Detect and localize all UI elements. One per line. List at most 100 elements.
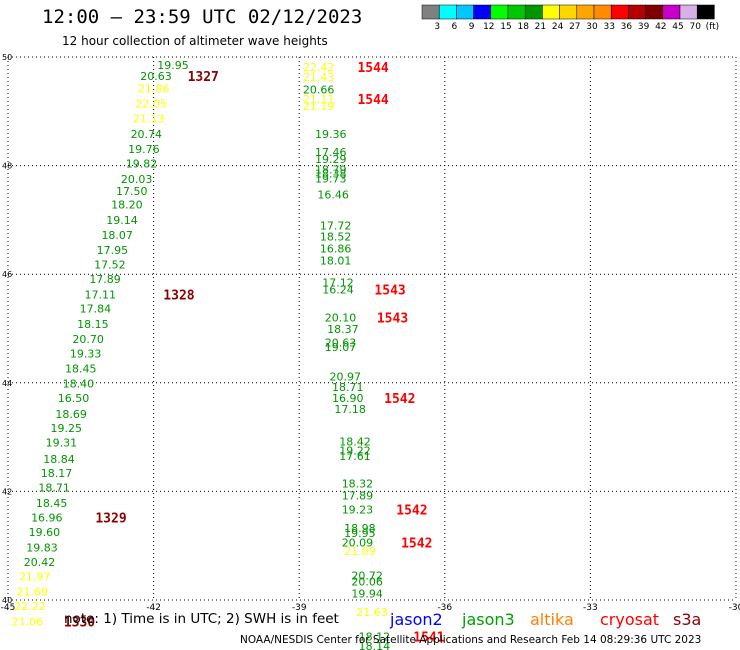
swh-value: 16.50 — [58, 392, 90, 405]
credit-line: NOAA/NESDIS Center for Satellite Applica… — [240, 634, 702, 646]
footnote: note: 1) Time is in UTC; 2) SWH is in fe… — [64, 611, 339, 627]
swh-value: 18.38 — [315, 168, 347, 181]
y-tick-label: 40 — [2, 596, 12, 605]
swh-value: 17.72 — [320, 219, 352, 232]
swh-value: 18.45 — [36, 497, 68, 510]
swh-value: 22.05 — [135, 98, 167, 111]
swh-value: 19.60 — [29, 526, 61, 539]
x-tick-label: -36 — [437, 603, 452, 613]
colorbar-label: 70 — [689, 22, 701, 32]
colorbar-label: 12 — [483, 22, 494, 32]
swh-value: 19.07 — [325, 341, 357, 354]
y-tick-label: 44 — [2, 379, 12, 388]
swh-value: 16.86 — [320, 243, 352, 256]
swh-value: 21.43 — [303, 71, 335, 84]
swh-value: 17.95 — [97, 244, 129, 257]
swh-value: 20.42 — [24, 556, 56, 569]
x-tick-label: -39 — [292, 603, 307, 613]
colorbar-swatch — [628, 4, 646, 20]
swh-value: 21.19 — [303, 100, 335, 113]
pass-number: 1542 — [401, 536, 432, 551]
colorbar-swatch — [421, 4, 440, 20]
swh-value: 16.96 — [31, 511, 63, 524]
swh-value: 19.73 — [315, 173, 347, 186]
swh-value: 19.14 — [106, 214, 138, 227]
swh-value: 18.37 — [327, 323, 359, 336]
colorbar-label: 27 — [569, 22, 580, 32]
swh-value: 19.23 — [342, 503, 374, 516]
swh-value: 18.69 — [55, 408, 87, 421]
pass-number: 1543 — [377, 312, 408, 327]
swh-value: 22.42 — [303, 61, 335, 74]
swh-value: 19.95 — [344, 527, 376, 540]
colorbar-label: 45 — [672, 22, 683, 32]
pass-number: 1544 — [357, 61, 388, 76]
y-tick-label: 48 — [2, 162, 12, 171]
colorbar-swatch — [645, 4, 664, 20]
swh-value: 18.32 — [342, 477, 374, 490]
swh-value: 20.09 — [342, 536, 374, 549]
swh-value: 18.42 — [339, 435, 371, 448]
axis-ticks: -45 -42 -39 -36 -33 -30 40 42 44 46 48 50 — [1, 53, 740, 613]
x-tick-label: -33 — [583, 603, 598, 613]
colorbar-swatch — [696, 4, 715, 20]
colorbar-swatch — [593, 4, 612, 20]
swh-value: 20.97 — [330, 370, 362, 383]
colorbar-swatch — [490, 4, 509, 20]
pass-number: 1543 — [374, 283, 405, 298]
y-tick-label: 50 — [2, 53, 12, 62]
swh-value: 20.63 — [140, 70, 172, 83]
swh-value: 18.14 — [359, 640, 391, 650]
swh-value: 18.71 — [38, 482, 70, 495]
swh-value: 19.29 — [315, 153, 347, 166]
x-tick-label: -45 — [1, 603, 16, 613]
swh-value: 16.24 — [322, 283, 354, 296]
swh-value: 21.06 — [12, 616, 44, 629]
swh-value: 19.95 — [157, 59, 189, 72]
y-tick-label: 42 — [2, 487, 12, 496]
chart-subtitle: 12 hour collection of altimeter wave hei… — [62, 34, 328, 48]
colorbar-label: 21 — [535, 22, 546, 32]
swh-value: 19.22 — [339, 445, 371, 458]
legend-cryosat: cryosat — [600, 610, 660, 629]
swh-value: 21.97 — [19, 571, 51, 584]
swh-value: 18.98 — [344, 522, 376, 535]
pass-number: 1327 — [188, 70, 219, 85]
swh-value: 21.11 — [303, 93, 335, 106]
x-tick-label: -42 — [146, 603, 161, 613]
swh-value: 19.94 — [351, 587, 383, 600]
colorbar-legend: 3 6 9 12 15 18 21 24 27 30 33 36 39 42 45 70 (ft) — [421, 4, 720, 32]
plot-grid — [7, 56, 737, 601]
legend-altika: altika — [530, 610, 574, 629]
swh-value: 20.66 — [303, 84, 335, 97]
swh-value: 18.20 — [111, 199, 143, 212]
swh-value: 17.89 — [342, 490, 374, 503]
chart-title: 12:00 – 23:59 UTC 02/12/2023 — [42, 6, 363, 28]
swh-value: 16.46 — [317, 188, 349, 201]
pass-number: 1544 — [357, 93, 388, 108]
pass-number: 1542 — [396, 503, 427, 518]
swh-value: 17.52 — [94, 258, 126, 271]
pass-number: 1328 — [163, 288, 194, 303]
swh-value: 22.22 — [14, 600, 46, 613]
swh-value: 17.61 — [339, 450, 371, 463]
swh-value: 19.82 — [126, 157, 158, 170]
pass-number: 1329 — [95, 511, 126, 526]
colorbar-label: (ft) — [706, 22, 720, 32]
colorbar-swatch — [456, 4, 474, 20]
swh-value: 17.84 — [80, 302, 112, 315]
colorbar-swatch — [542, 4, 560, 20]
colorbar-swatch — [559, 4, 578, 20]
swh-value: 21.09 — [344, 545, 376, 558]
colorbar-swatch — [662, 4, 681, 20]
swh-value: 19.25 — [50, 422, 82, 435]
swh-value: 18.71 — [332, 381, 364, 394]
swh-value: 20.03 — [121, 173, 153, 186]
swh-value: 18.79 — [315, 163, 347, 176]
pass-number: 1330 — [64, 616, 95, 631]
y-tick-label: 46 — [2, 270, 12, 279]
swh-value: 20.63 — [325, 337, 357, 350]
swh-value: 17.89 — [89, 273, 121, 286]
x-tick-label: -30 — [729, 603, 740, 613]
